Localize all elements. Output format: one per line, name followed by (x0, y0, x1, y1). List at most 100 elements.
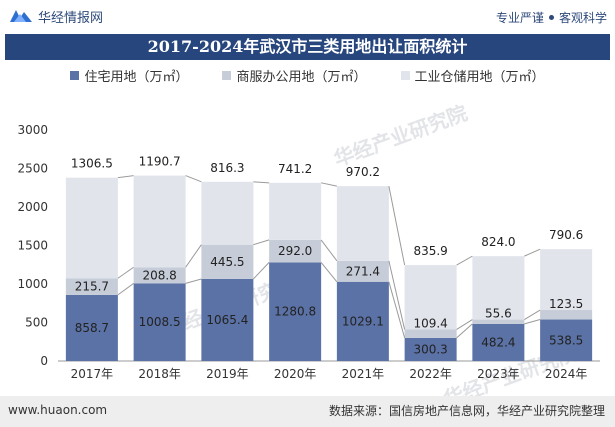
bar-segment (540, 319, 593, 361)
connector-line (388, 281, 406, 339)
slogan-right: 客观科学 (558, 11, 607, 25)
data-label: 215.7 (75, 280, 109, 294)
footer: www.huaon.com 数据来源：国信房地产信息网，华经产业研究院整理 (0, 396, 615, 427)
footer-source: 数据来源：国信房地产信息网，华经产业研究院整理 (328, 404, 605, 418)
bar-segment (336, 281, 389, 361)
bar-segment (269, 262, 322, 361)
data-label: 123.5 (549, 297, 583, 311)
connector-line (321, 182, 337, 187)
data-label: 970.2 (346, 165, 380, 179)
bar-segment (404, 265, 457, 330)
x-tick-label: 2021年 (342, 367, 385, 381)
data-label: 816.3 (210, 161, 244, 175)
data-label: 1065.4 (206, 313, 248, 327)
connector-line (388, 260, 406, 330)
connector-line (185, 278, 202, 284)
y-tick-label: 3000 (17, 123, 48, 137)
legend-label-residential: 住宅用地（万㎡） (84, 70, 189, 85)
stacked-bar-chart: 0 500 1000 1500 2000 2500 3000 2017年 2018年 2019年 2… (17, 123, 600, 381)
bar-segment (472, 256, 525, 320)
connector-line (456, 323, 473, 339)
footer-website[interactable]: www.huaon.com (8, 403, 108, 417)
connector-line (388, 186, 406, 266)
x-tick-label: 2018年 (138, 367, 181, 381)
connector-line (117, 266, 134, 279)
legend-swatch-commercial (222, 71, 232, 80)
legend-item-industrial[interactable]: 工业仓储用地（万㎡） (400, 66, 545, 85)
data-label: 1008.5 (139, 315, 181, 329)
y-tick-label: 1500 (17, 239, 48, 253)
connector-line (253, 262, 270, 280)
bar-segment (336, 186, 389, 261)
x-tick-label: 2019年 (206, 367, 249, 381)
data-label: 1190.7 (139, 155, 181, 169)
chart-title-bar: 2017-2024年武汉市三类用地出让面积统计 (5, 34, 610, 60)
bar-segment (65, 278, 118, 295)
data-label: 1306.5 (71, 157, 113, 171)
bar-segment (133, 175, 186, 268)
bar-segment (201, 278, 254, 361)
data-label: 858.7 (75, 321, 109, 335)
data-label: 538.5 (549, 333, 583, 347)
data-label: 1280.8 (274, 305, 316, 319)
legend-label-commercial: 商服办公用地（万㎡） (236, 70, 367, 85)
connector-line (253, 239, 270, 246)
connector-line (524, 319, 541, 325)
x-tick-label: 2023年 (477, 367, 520, 381)
bullet-dot-icon (548, 15, 554, 20)
bar-segment (201, 181, 254, 245)
data-label: 1029.1 (342, 314, 384, 328)
data-label: 482.4 (481, 335, 515, 349)
y-tick-label: 2000 (17, 200, 48, 214)
connector-line (524, 248, 541, 257)
slogan: 专业严谨 客观科学 (496, 9, 607, 26)
connector-line (117, 282, 134, 296)
x-tick-label: 2022年 (409, 367, 452, 381)
brand-name: 华经情报网 (38, 10, 104, 26)
header: 华经情报网 专业严谨 客观科学 (0, 0, 615, 33)
bar-segment (201, 244, 254, 279)
y-tick-label: 500 (25, 316, 48, 330)
bar-segment (65, 294, 118, 361)
bar-segment (404, 337, 457, 361)
connector-line (117, 175, 134, 179)
legend: 住宅用地（万㎡） 商服办公用地（万㎡） 工业仓储用地（万㎡） (0, 66, 615, 85)
bar-segment (404, 329, 457, 338)
bar-segment (540, 310, 593, 320)
y-tick-label: 2500 (17, 162, 48, 176)
legend-swatch-industrial (400, 71, 410, 80)
brand[interactable]: 华经情报网 (8, 6, 103, 26)
data-label: 208.8 (142, 268, 176, 282)
x-tick-label: 2017年 (71, 367, 114, 381)
data-label: 741.2 (278, 162, 312, 176)
connector-line (456, 319, 473, 330)
bar-segment (336, 260, 389, 282)
x-tick-label: 2020年 (274, 367, 317, 381)
data-label: 835.9 (413, 244, 447, 258)
connector-line (320, 262, 338, 283)
bar-segment (540, 249, 593, 311)
connector-line (185, 244, 202, 268)
connector-line (320, 239, 338, 262)
slogan-left: 专业严谨 (495, 11, 544, 25)
legend-item-commercial[interactable]: 商服办公用地（万㎡） (222, 66, 367, 85)
bar-segment (269, 182, 322, 240)
bar-segment (472, 323, 525, 361)
connector-line (456, 255, 473, 266)
legend-swatch-residential (70, 71, 80, 80)
data-label: 790.6 (549, 228, 583, 242)
connector-line (185, 175, 202, 183)
data-label: 292.0 (278, 244, 312, 258)
connector-line (253, 181, 270, 184)
y-tick-label: 0 (40, 354, 48, 368)
data-label: 55.6 (485, 307, 512, 321)
y-tick-label: 1000 (17, 277, 48, 291)
legend-item-residential[interactable]: 住宅用地（万㎡） (70, 66, 188, 85)
bar-segment (133, 283, 186, 361)
bar-segment (65, 177, 118, 279)
x-tick-label: 2024年 (545, 367, 588, 381)
bar-segment (269, 239, 322, 263)
huajing-logo-icon (10, 10, 32, 22)
data-label: 109.4 (413, 316, 447, 330)
bar-segment (133, 267, 186, 284)
